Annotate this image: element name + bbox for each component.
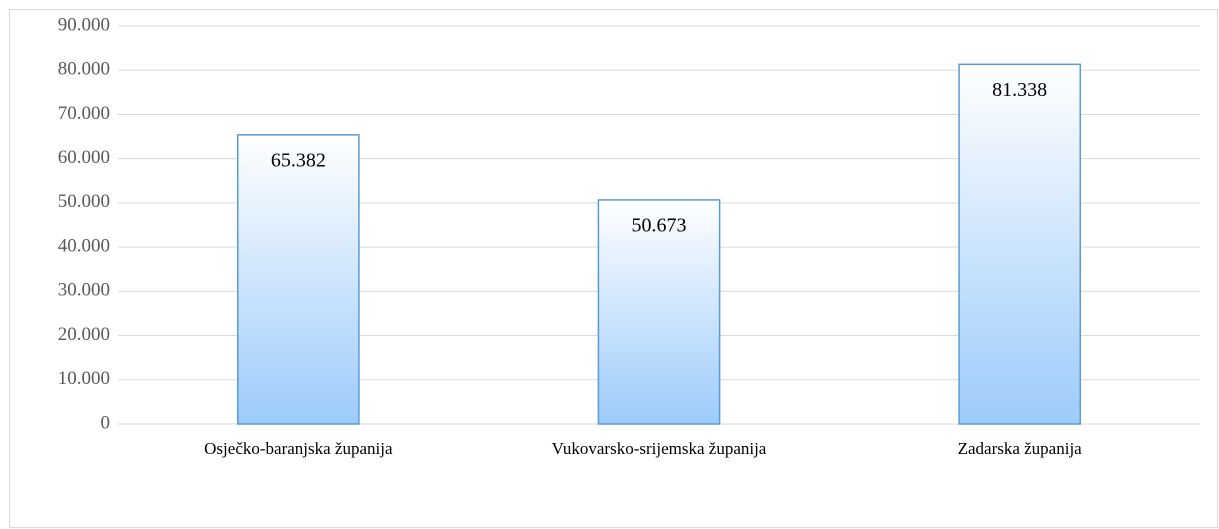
x-tick-label: Zadarska županija: [958, 439, 1083, 458]
bar: [236, 134, 360, 425]
value-label: 65.382: [271, 149, 326, 171]
y-tick-label: 90.000: [58, 14, 110, 35]
bar: [597, 199, 721, 425]
y-tick-label: 0: [101, 412, 111, 433]
y-tick-label: 50.000: [58, 191, 110, 212]
x-tick-label: Osječko-baranjska županija: [204, 439, 393, 458]
value-label: 81.338: [992, 79, 1047, 101]
y-tick-label: 80.000: [58, 59, 110, 80]
y-tick-label: 60.000: [58, 147, 110, 168]
y-tick-label: 70.000: [58, 103, 110, 124]
y-tick-label: 40.000: [58, 235, 110, 256]
y-tick-label: 20.000: [58, 324, 110, 345]
value-label: 50.673: [632, 215, 687, 237]
y-tick-label: 10.000: [58, 368, 110, 389]
x-tick-label: Vukovarsko-srijemska županija: [552, 439, 767, 458]
bar: [958, 63, 1082, 425]
y-tick-label: 30.000: [58, 280, 110, 301]
